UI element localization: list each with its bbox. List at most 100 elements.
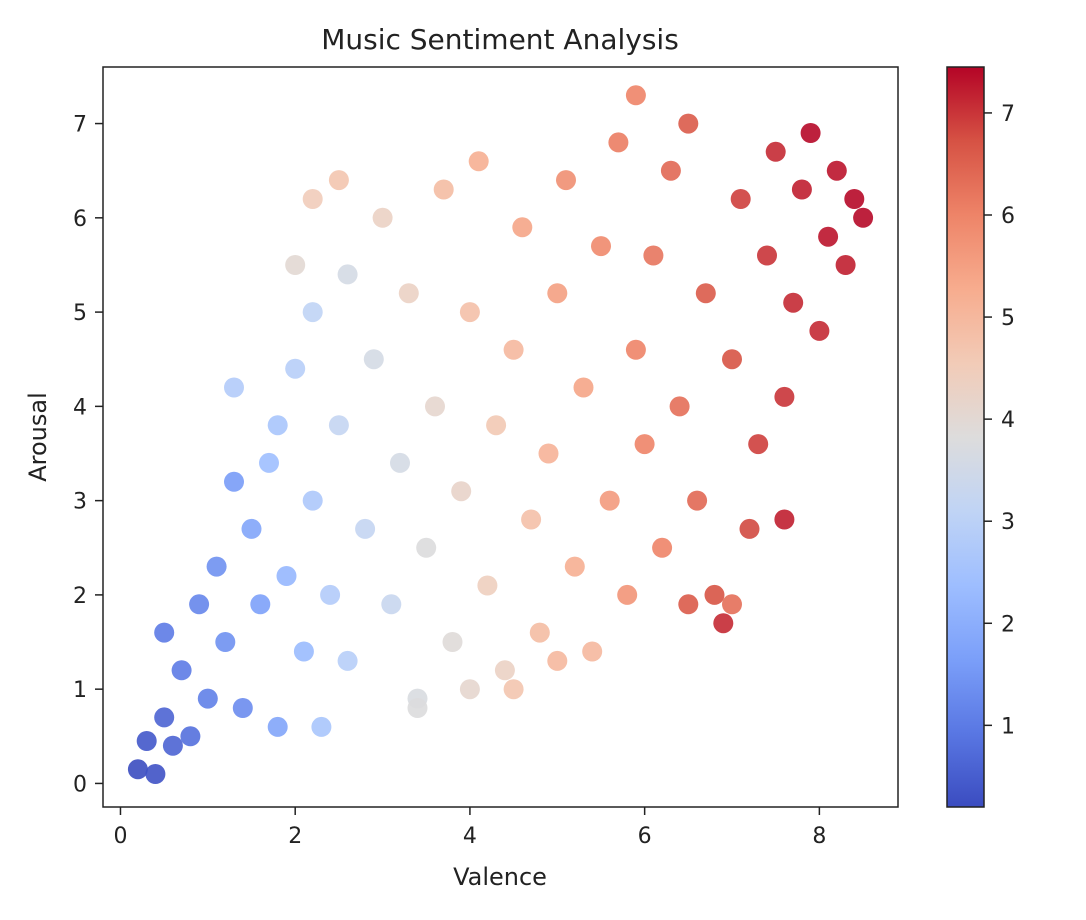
data-point-79 [774, 509, 795, 530]
y-tick-label-2: 2 [73, 584, 87, 609]
data-point-24 [311, 716, 332, 737]
data-point-91 [285, 255, 306, 275]
data-point-54 [573, 377, 594, 398]
data-point-8 [189, 594, 210, 615]
data-point-46 [503, 339, 524, 360]
y-tick-label-6: 6 [73, 207, 87, 232]
data-point-59 [617, 584, 638, 605]
data-point-72 [722, 349, 742, 370]
data-point-32 [381, 594, 402, 615]
data-point-68 [687, 490, 708, 511]
y-tick-label-3: 3 [73, 490, 87, 515]
data-point-28 [337, 650, 358, 671]
data-point-15 [250, 594, 271, 615]
colorbar-tick-label-2: 3 [1001, 510, 1015, 535]
chart-title: Music Sentiment Analysis [321, 23, 679, 56]
data-point-88 [853, 207, 874, 228]
data-point-70 [704, 584, 725, 605]
y-tick-label-7: 7 [73, 113, 87, 138]
data-point-17 [259, 452, 279, 473]
data-point-78 [774, 386, 795, 407]
data-point-53 [564, 556, 585, 577]
data-point-89 [459, 679, 480, 700]
data-point-64 [652, 537, 673, 558]
data-point-19 [276, 566, 297, 586]
data-point-41 [459, 302, 480, 323]
data-point-84 [818, 226, 839, 247]
data-point-55 [582, 641, 603, 662]
data-point-29 [355, 518, 376, 539]
data-point-39 [442, 632, 463, 652]
data-point-93 [328, 170, 349, 191]
data-point-37 [425, 396, 445, 417]
data-point-9 [197, 688, 218, 709]
data-point-60 [625, 339, 646, 360]
data-point-22 [302, 490, 323, 511]
data-point-38 [433, 179, 454, 200]
data-point-42 [468, 151, 489, 172]
data-point-76 [757, 245, 777, 266]
y-axis-label: Arousal [24, 392, 52, 482]
data-point-94 [267, 415, 288, 436]
colorbar-tick-label-6: 7 [1001, 102, 1015, 127]
data-point-97 [547, 650, 568, 671]
data-point-12 [224, 471, 244, 492]
data-point-36 [416, 537, 437, 558]
data-point-25 [320, 584, 341, 605]
data-point-26 [328, 415, 349, 436]
plot-area-frame [102, 66, 899, 808]
data-point-5 [154, 622, 175, 643]
data-point-0 [127, 759, 148, 780]
data-point-90 [407, 698, 428, 718]
data-point-82 [800, 123, 821, 143]
data-point-62 [634, 434, 655, 455]
y-tick-label-4: 4 [73, 395, 87, 420]
data-point-67 [678, 113, 699, 134]
y-tick-label-0: 0 [73, 772, 87, 797]
data-point-77 [765, 141, 786, 162]
data-point-4 [162, 735, 183, 756]
data-point-85 [826, 160, 847, 181]
data-point-65 [660, 160, 681, 181]
x-axis: 0 2 4 6 8 [113, 807, 826, 849]
data-point-48 [521, 509, 542, 530]
data-point-30 [363, 349, 384, 370]
data-point-10 [206, 556, 227, 577]
colorbar-tick-label-4: 5 [1001, 306, 1015, 331]
data-point-14 [241, 518, 262, 539]
y-axis: 0 1 2 3 4 5 6 7 [73, 113, 103, 797]
data-point-27 [337, 264, 358, 285]
data-point-7 [180, 726, 201, 747]
data-point-66 [669, 396, 690, 417]
colorbar-tick-label-5: 6 [1001, 204, 1015, 229]
data-point-63 [643, 245, 664, 266]
x-tick-label-4: 8 [812, 824, 826, 849]
data-point-31 [372, 207, 393, 228]
data-point-2 [145, 764, 166, 784]
data-point-51 [547, 283, 568, 304]
data-point-13 [232, 698, 253, 718]
data-point-40 [451, 481, 472, 502]
data-point-18 [267, 716, 288, 737]
data-point-69 [695, 283, 716, 304]
data-point-47 [512, 217, 533, 238]
data-point-57 [599, 490, 620, 511]
data-point-3 [154, 707, 175, 728]
data-point-52 [556, 170, 576, 191]
data-point-21 [293, 641, 314, 662]
x-tick-label-1: 2 [288, 824, 302, 849]
data-point-98 [503, 679, 524, 700]
data-point-75 [748, 434, 769, 455]
data-point-95 [678, 594, 699, 615]
colorbar-tick-label-3: 4 [1001, 408, 1015, 433]
data-point-87 [844, 189, 865, 209]
colorbar-axis: 1 2 3 4 5 6 7 [984, 102, 1015, 739]
x-tick-label-2: 4 [463, 824, 477, 849]
data-point-45 [494, 660, 515, 681]
data-point-56 [591, 236, 611, 257]
colorbar [946, 66, 985, 808]
data-point-44 [486, 415, 507, 436]
colorbar-tick-label-0: 1 [1001, 714, 1015, 739]
data-point-6 [171, 660, 192, 681]
